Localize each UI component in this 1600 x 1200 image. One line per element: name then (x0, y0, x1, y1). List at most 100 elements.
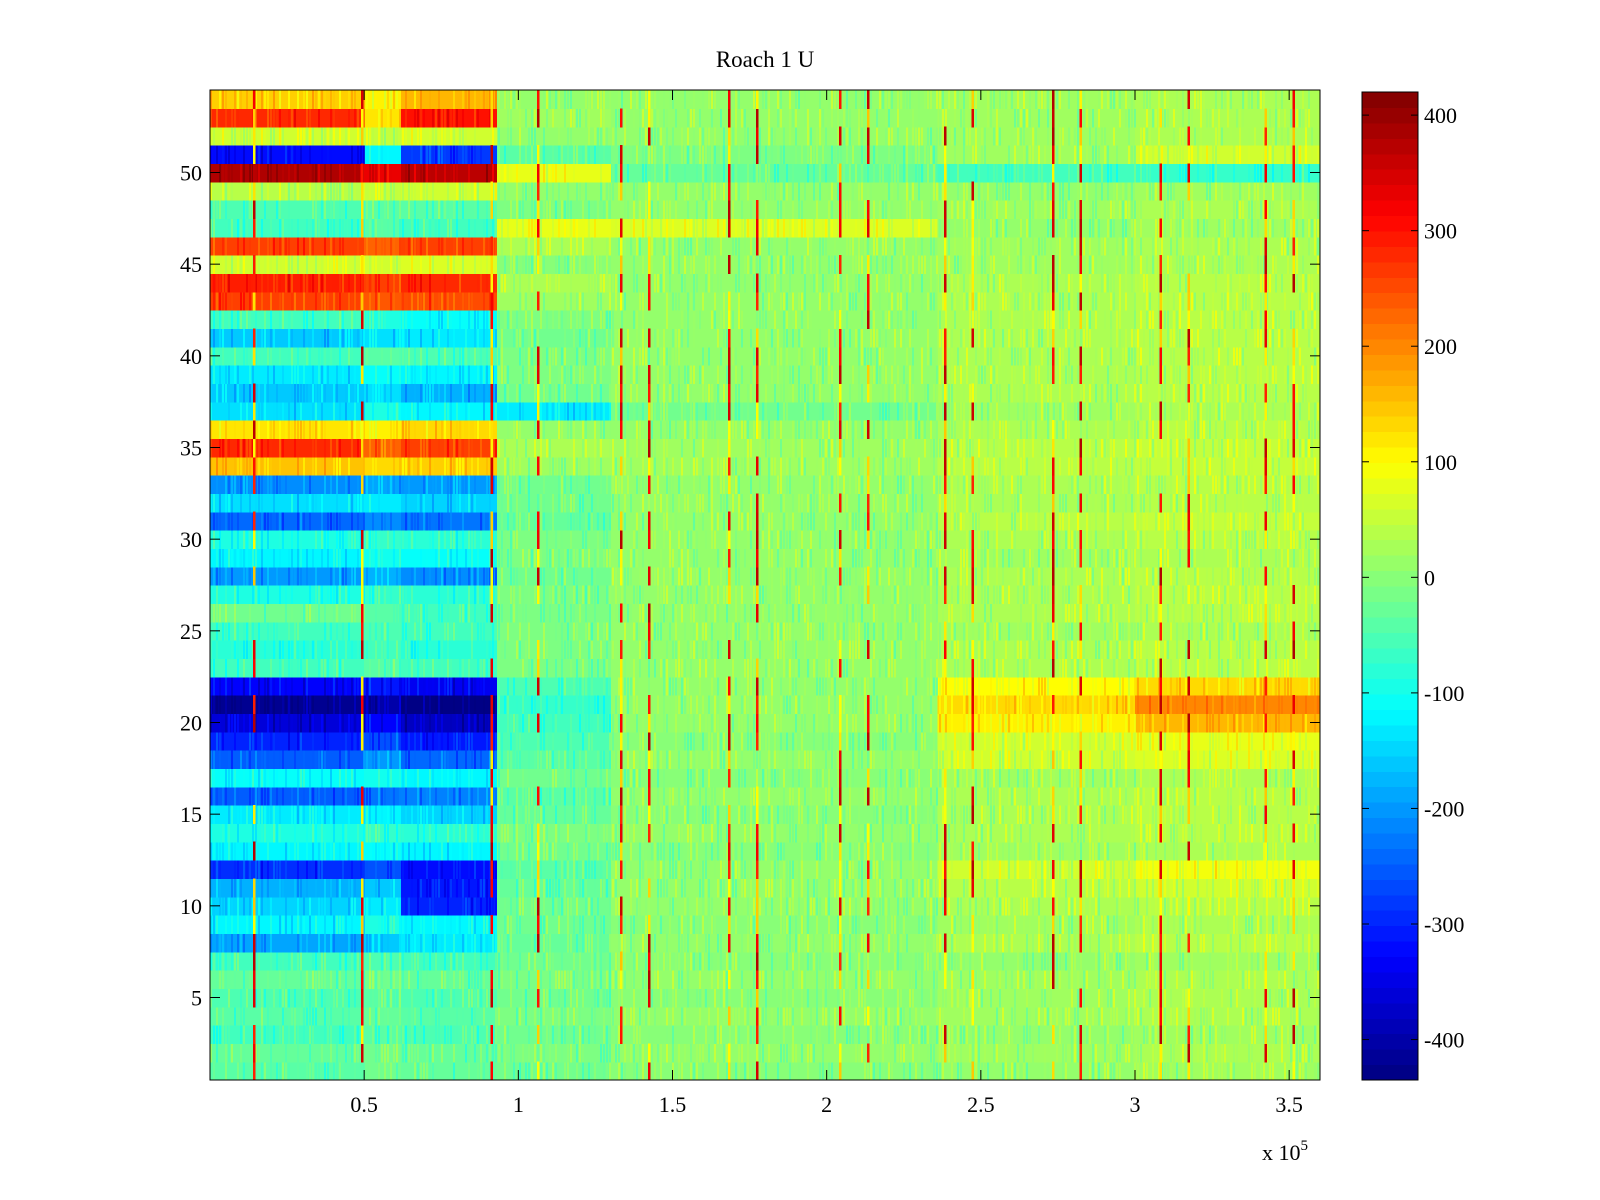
heatmap-noise (1056, 750, 1058, 769)
heatmap-noise (759, 1006, 761, 1026)
heatmap-noise (894, 1025, 896, 1044)
heatmap-noise (1023, 658, 1025, 678)
heatmap-noise (408, 676, 410, 696)
heatmap-noise (606, 676, 608, 696)
heatmap-noise (975, 970, 977, 989)
heatmap-noise (729, 988, 731, 1008)
heatmap-noise (1182, 951, 1184, 971)
heatmap-noise (1182, 860, 1184, 879)
heatmap-noise (552, 860, 554, 879)
heatmap-noise (1029, 860, 1031, 879)
heatmap-noise (864, 1043, 866, 1063)
heatmap-noise (342, 676, 344, 696)
heatmap-noise (615, 823, 617, 843)
heatmap-noise (1125, 713, 1127, 733)
heatmap-noise (972, 896, 974, 916)
heatmap-noise (1119, 896, 1121, 916)
heatmap-noise (1032, 805, 1034, 824)
heatmap-noise (585, 823, 587, 843)
heatmap-noise (396, 1061, 398, 1080)
heatmap-noise (807, 695, 809, 714)
heatmap-noise (1044, 805, 1046, 824)
heatmap-noise (678, 786, 680, 806)
heatmap-noise (1080, 823, 1082, 843)
heatmap-noise (1236, 695, 1238, 714)
heatmap-noise (831, 676, 833, 696)
heatmap-noise (603, 713, 605, 733)
heatmap-noise (399, 1006, 401, 1026)
heatmap-noise (213, 658, 215, 678)
heatmap-noise (1110, 988, 1112, 1008)
heatmap-noise (579, 768, 581, 788)
heatmap-noise (546, 933, 548, 953)
heatmap-noise (1011, 786, 1013, 806)
heatmap-noise (1308, 750, 1310, 769)
heatmap-noise (471, 805, 473, 824)
heatmap-noise (780, 878, 782, 898)
heatmap-noise (564, 988, 566, 1008)
heatmap-noise (753, 823, 755, 843)
heatmap-noise (1143, 786, 1145, 806)
heatmap-noise (348, 750, 350, 769)
heatmap-noise (690, 658, 692, 678)
heatmap-noise (705, 988, 707, 1008)
heatmap-noise (1239, 1025, 1241, 1044)
heatmap-noise (480, 896, 482, 916)
heatmap-noise (429, 1043, 431, 1063)
heatmap-noise (1158, 786, 1160, 806)
heatmap-noise (1317, 658, 1319, 678)
heatmap-noise (855, 933, 857, 953)
heatmap-noise (1182, 786, 1184, 806)
heatmap-noise (333, 695, 335, 714)
heatmap-noise (288, 1061, 290, 1080)
heatmap-noise (330, 695, 332, 714)
heatmap-noise (255, 970, 257, 989)
heatmap-noise (774, 768, 776, 788)
heatmap-noise (606, 658, 608, 678)
heatmap-noise (849, 860, 851, 879)
heatmap-noise (1092, 915, 1094, 934)
heatmap-noise (657, 970, 659, 989)
heatmap-noise (417, 805, 419, 824)
heatmap-noise (210, 695, 212, 714)
heatmap-noise (279, 658, 281, 678)
heatmap-noise (264, 805, 266, 824)
heatmap-noise (924, 1025, 926, 1044)
heatmap-noise (831, 933, 833, 953)
heatmap-noise (1098, 805, 1100, 824)
heatmap-noise (657, 915, 659, 934)
heatmap-noise (921, 970, 923, 989)
heatmap-noise (1248, 805, 1250, 824)
heatmap-noise (585, 805, 587, 824)
heatmap-noise (1266, 896, 1268, 916)
heatmap-noise (813, 896, 815, 916)
heatmap-noise (231, 676, 233, 696)
heatmap-cell (210, 915, 365, 934)
heatmap-noise (294, 951, 296, 971)
heatmap-noise (1053, 713, 1055, 733)
heatmap-noise (648, 658, 650, 678)
heatmap-noise (387, 933, 389, 953)
heatmap-noise (732, 878, 734, 898)
heatmap-noise (840, 988, 842, 1008)
heatmap-noise (822, 805, 824, 824)
heatmap-noise (1059, 933, 1061, 953)
heatmap-noise (435, 915, 437, 934)
heatmap-noise (1041, 988, 1043, 1008)
heatmap-noise (1200, 768, 1202, 788)
heatmap-noise (1104, 860, 1106, 879)
heatmap-noise (1005, 970, 1007, 989)
heatmap-noise (333, 805, 335, 824)
heatmap-noise (426, 676, 428, 696)
heatmap-noise (1233, 768, 1235, 788)
heatmap-noise (774, 731, 776, 751)
heatmap-noise (339, 841, 341, 861)
heatmap-noise (1194, 695, 1196, 714)
heatmap-noise (216, 878, 218, 898)
heatmap-noise (1146, 951, 1148, 971)
heatmap-noise (345, 731, 347, 751)
heatmap-noise (696, 768, 698, 788)
heatmap-noise (582, 1025, 584, 1044)
heatmap-noise (1194, 878, 1196, 898)
heatmap-cell (210, 1025, 365, 1044)
